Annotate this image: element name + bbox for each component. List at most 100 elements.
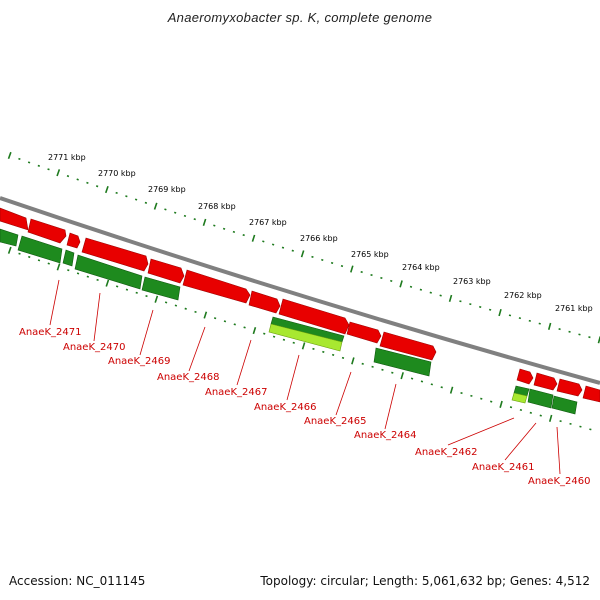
gene-block <box>62 249 75 267</box>
gene-arrow <box>556 378 583 397</box>
kbp-label: 2762 kbp <box>504 291 542 300</box>
inner-major-tick <box>548 414 553 422</box>
inner-minor-tick <box>37 259 41 262</box>
outer-minor-tick <box>183 214 187 217</box>
kbp-label: 2769 kbp <box>148 185 186 194</box>
outer-major-tick <box>7 151 12 160</box>
genome-backbone <box>0 196 600 385</box>
leader-line <box>384 383 397 430</box>
inner-minor-tick <box>47 262 50 265</box>
inner-major-tick <box>252 326 257 335</box>
leader-line <box>93 292 101 342</box>
outer-minor-tick <box>115 191 118 195</box>
outer-minor-tick <box>27 161 31 164</box>
leader-line <box>556 426 561 475</box>
inner-minor-tick <box>28 255 31 259</box>
leader-line <box>504 422 537 461</box>
inner-major-tick <box>351 357 355 365</box>
gene-arrow <box>27 218 67 244</box>
inner-minor-tick <box>115 285 119 288</box>
forward-strand-genes <box>0 207 600 403</box>
leader-line <box>286 354 300 401</box>
outer-major-tick <box>56 169 61 177</box>
kbp-scale-labels: 2771 kbp 2770 kbp 2769 kbp 2768 kbp 2767… <box>48 153 593 313</box>
gene-arrow <box>533 372 558 391</box>
inner-minor-tick <box>86 275 90 278</box>
outer-major-tick <box>300 250 305 258</box>
outer-minor-tick <box>144 201 148 204</box>
gene-arrow <box>248 290 281 314</box>
gene-block <box>74 254 143 290</box>
kbp-label: 2763 kbp <box>453 277 491 286</box>
gene-arrow <box>379 331 437 361</box>
outer-minor-tick <box>134 198 138 201</box>
leader-line <box>236 339 252 386</box>
outer-minor-tick <box>18 157 21 161</box>
topology-text: Topology: circular; Length: 5,061,632 bp… <box>260 574 590 588</box>
gene-block <box>373 347 432 377</box>
outer-minor-tick <box>173 211 177 214</box>
outer-major-tick <box>153 202 158 210</box>
inner-major-tick <box>7 246 12 254</box>
outer-major-tick <box>350 265 354 273</box>
gene-arrow <box>346 321 382 344</box>
kbp-label: 2765 kbp <box>351 250 389 259</box>
locus-label: AnaeK_2470 <box>63 342 125 353</box>
inner-major-tick <box>154 295 159 303</box>
inner-major-tick <box>449 386 454 394</box>
gene-arrow <box>516 368 534 385</box>
outer-minor-tick <box>95 185 99 188</box>
locus-label: AnaeK_2460 <box>528 476 590 487</box>
gene-arrow <box>278 298 350 335</box>
locus-label: AnaeK_2466 <box>254 402 316 413</box>
gene-block <box>527 388 554 409</box>
kbp-label: 2770 kbp <box>98 169 136 178</box>
locus-labels: AnaeK_2471 AnaeK_2470 AnaeK_2469 AnaeK_2… <box>19 327 590 487</box>
outer-minor-tick <box>37 164 41 167</box>
map-title: Anaeromyxobacter sp. K, complete genome <box>167 10 433 25</box>
gene-arrow <box>147 258 185 284</box>
gene-arrow <box>0 207 29 231</box>
locus-label: AnaeK_2464 <box>354 430 416 441</box>
gene-arrow <box>582 385 600 403</box>
outer-major-tick <box>498 308 502 317</box>
kbp-label: 2771 kbp <box>48 153 86 162</box>
gene-block <box>141 276 181 301</box>
leader-line <box>447 417 515 446</box>
outer-minor-tick <box>47 168 50 171</box>
locus-label: AnaeK_2462 <box>415 447 477 458</box>
locus-label: AnaeK_2468 <box>157 372 219 383</box>
kbp-label: 2767 kbp <box>249 218 287 227</box>
leader-line <box>335 371 352 416</box>
leader-line <box>188 326 206 372</box>
inner-minor-tick <box>76 272 80 275</box>
inner-minor-tick <box>96 278 99 282</box>
outer-minor-tick <box>86 181 89 184</box>
gene-arrow <box>81 237 149 272</box>
inner-minor-tick <box>67 269 70 272</box>
reverse-strand-genes <box>0 228 578 415</box>
kbp-label: 2764 kbp <box>402 263 440 272</box>
locus-label: AnaeK_2471 <box>19 327 81 338</box>
outer-major-tick <box>104 186 109 194</box>
inner-major-tick <box>56 263 61 271</box>
outer-major-tick <box>448 294 453 302</box>
locus-leader-lines <box>49 279 561 475</box>
outer-minor-tick <box>125 195 128 198</box>
inner-major-tick <box>105 279 110 287</box>
kbp-label: 2761 kbp <box>555 304 593 313</box>
gene-arrow <box>182 269 251 304</box>
locus-label: AnaeK_2467 <box>205 387 267 398</box>
outer-minor-tick <box>76 178 79 181</box>
gene-block <box>551 395 578 415</box>
outer-scale-ticks <box>7 151 600 344</box>
inner-major-tick <box>301 342 306 350</box>
outer-minor-tick <box>193 218 196 221</box>
outer-major-tick <box>202 218 207 226</box>
locus-label: AnaeK_2461 <box>472 462 534 473</box>
inner-scale-ticks <box>7 246 592 431</box>
inner-major-tick <box>400 372 404 380</box>
gene-block <box>0 228 19 247</box>
leader-line <box>49 279 60 326</box>
